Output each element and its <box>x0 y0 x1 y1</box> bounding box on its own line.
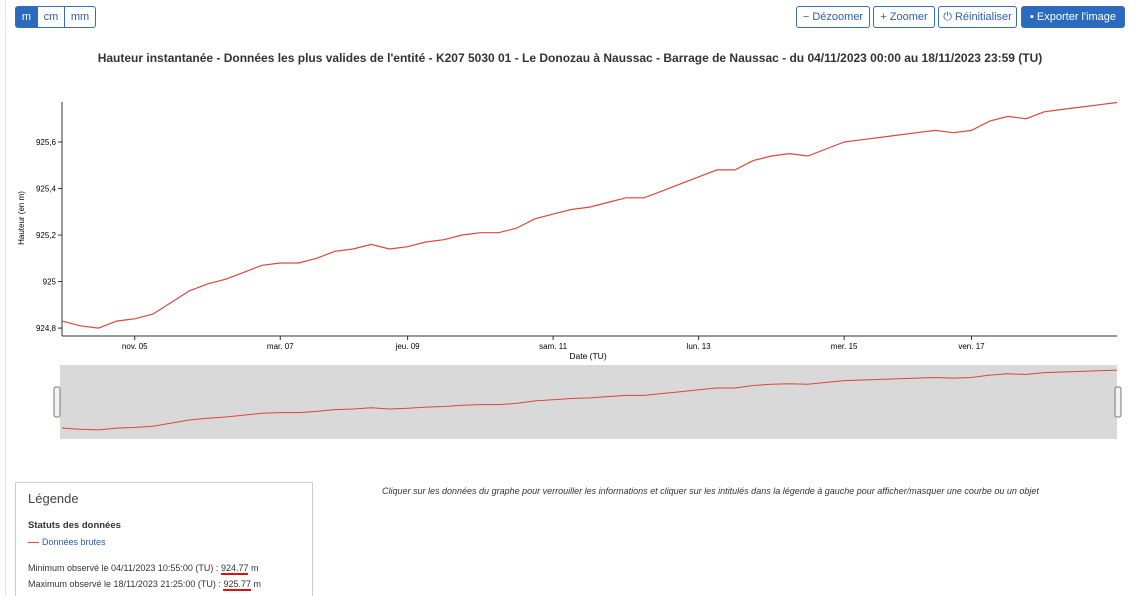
y-tick-label: 925 <box>43 278 57 287</box>
export-button[interactable]: ▪ Exporter l'image <box>1021 6 1125 28</box>
navigator-handle[interactable] <box>53 386 61 418</box>
legend-title: Légende <box>28 491 79 506</box>
x-tick-label: ven. 17 <box>958 342 985 351</box>
stat-unit: m <box>253 579 262 589</box>
x-tick-label: mer. 15 <box>831 342 858 351</box>
max-row: Maximum observé le 18/11/2023 21:25:00 (… <box>28 579 300 591</box>
stat-label: Maximum observé le 18/11/2023 21:25:00 (… <box>28 579 221 589</box>
unit-button[interactable]: cm <box>37 6 65 28</box>
reset-button[interactable]: ⏻ Réinitialiser <box>938 6 1017 28</box>
x-tick-label: nov. 05 <box>122 342 148 351</box>
button-label: Exporter l'image <box>1036 11 1117 23</box>
navigator-handle[interactable] <box>1114 386 1122 418</box>
x-tick-label: jeu. 09 <box>395 342 421 351</box>
chart-title: Hauteur instantanée - Données les plus v… <box>98 51 1043 65</box>
x-tick-label: mar. 07 <box>267 342 294 351</box>
legend-label[interactable]: Données brutes <box>42 537 106 547</box>
button-label: Zoomer <box>889 11 928 23</box>
legend: Légende Statuts des données Données brut… <box>15 482 313 596</box>
zoom-out-button[interactable]: − Dézoomer <box>796 6 870 28</box>
stat-value: 924.77 <box>220 563 249 575</box>
min-row: Minimum observé le 04/11/2023 10:55:00 (… <box>28 563 300 575</box>
stat-label: Minimum observé le 04/11/2023 10:55:00 (… <box>28 563 219 573</box>
navigator[interactable] <box>60 365 1117 439</box>
y-tick-label: 925,4 <box>36 185 57 194</box>
stat-value: 925.77 <box>223 579 251 591</box>
y-tick-label: 924,8 <box>36 324 57 333</box>
y-tick-label: 925,6 <box>36 138 57 147</box>
x-tick-label: lun. 13 <box>687 342 712 351</box>
y-axis-label: Hauteur (en m) <box>17 191 26 245</box>
unit-button[interactable]: m <box>15 6 38 28</box>
button-label: Réinitialiser <box>954 11 1012 23</box>
hint-text: Cliquer sur les données du graphe pour v… <box>382 486 1039 496</box>
chart: Hauteur instantanée - Données les plus v… <box>17 51 1122 439</box>
x-tick-label: sam. 11 <box>539 342 567 351</box>
unit-button[interactable]: mm <box>64 6 96 28</box>
button-label: Dézoomer <box>812 11 864 23</box>
panel-edge <box>0 0 6 596</box>
x-axis-label: Date (TU) <box>569 351 606 361</box>
legend-section: Statuts des données <box>28 520 121 531</box>
navigator-line <box>61 369 1118 431</box>
legend-item[interactable]: Données brutes <box>28 537 300 547</box>
y-tick-label: 925,2 <box>36 231 57 240</box>
stat-unit: m <box>251 563 259 573</box>
data-line <box>61 101 1118 329</box>
zoom-in-button[interactable]: + Zoomer <box>873 6 935 28</box>
